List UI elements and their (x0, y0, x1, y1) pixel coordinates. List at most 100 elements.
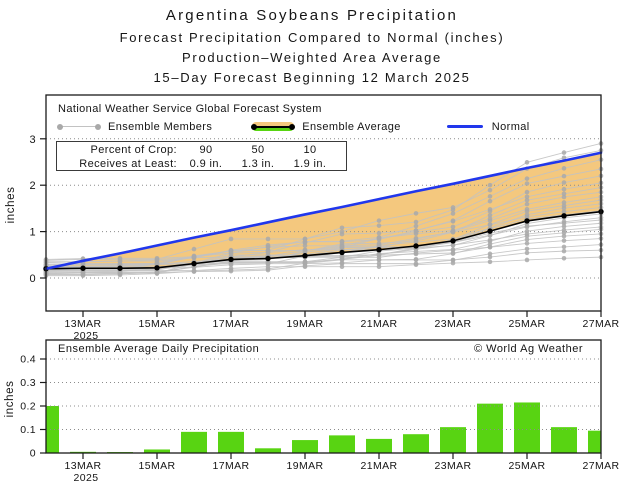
daily-bar (255, 448, 281, 453)
ensemble-member-dot (524, 194, 530, 200)
ensemble-member-dot (487, 194, 493, 199)
ensemble-member-dot (339, 254, 345, 260)
x-tick-label: 17MAR (212, 460, 249, 472)
percent-of-crop-row: Percent of Crop: 90 50 10 (57, 143, 346, 156)
ensemble-average-dot (265, 255, 271, 262)
page-title: Argentina Soybeans Precipitation (165, 7, 459, 24)
ensemble-member-dot (487, 187, 493, 193)
x-tick-label: 21MAR (360, 460, 397, 472)
ensemble-member-dot (487, 254, 493, 260)
ensemble-member-dot (561, 191, 567, 197)
ensemble-member-line (45, 175, 602, 275)
ensemble-member-dot (487, 238, 493, 244)
subtitle-comparison: Forecast Precipitation Compared to Norma… (119, 30, 505, 45)
ensemble-member-dot (413, 249, 419, 254)
ensemble-member-dot (524, 237, 530, 242)
ensemble-member-dot (524, 228, 530, 234)
ensemble-member-dot (413, 211, 419, 216)
normal-line (44, 151, 603, 271)
daily-chart-title: Ensemble Average Daily Precipitation (58, 343, 260, 355)
percent-of-crop-label: Percent of Crop: (90, 143, 177, 156)
ensemble-member-dot (561, 255, 567, 261)
y-tick-label: 1 (29, 227, 36, 239)
ensemble-member-dot (561, 227, 567, 233)
ensemble-member-dot (487, 182, 493, 188)
ensemble-average-dot (561, 213, 567, 219)
ensemble-member-dot (413, 228, 419, 233)
ensemble-member-dot (413, 223, 419, 229)
ensemble-member-dot (339, 245, 345, 251)
ensemble-member-dot (191, 253, 197, 259)
percent-of-crop-table: Percent of Crop: 90 50 10 Receives at Le… (56, 141, 347, 171)
y-tick-label: 0.3 (20, 377, 36, 389)
ensemble-member-dot (450, 211, 456, 216)
ensemble-member-dot (302, 248, 308, 254)
ensemble-average-line (45, 210, 602, 270)
ensemble-member-dot (561, 219, 567, 225)
main-y-axis-label: inches (5, 187, 17, 224)
ensemble-member-dot (487, 259, 493, 265)
y-tick-label: 0 (29, 273, 36, 285)
daily-bar (292, 440, 318, 453)
ensemble-member-dot (265, 261, 271, 267)
daily-bar (329, 435, 355, 453)
ensemble-member-dot (265, 248, 271, 253)
ensemble-member-dot (265, 266, 271, 272)
legend-label-ensemble-members: Ensemble Members (108, 120, 213, 133)
x-tick-label: 13MAR (64, 460, 101, 472)
ensemble-member-dot (450, 251, 456, 256)
ensemble-member-dot (228, 262, 234, 268)
ensemble-average-dot (524, 218, 530, 224)
y-tick-label: 0.2 (20, 401, 36, 413)
ensemble-member-dot (561, 194, 567, 200)
legend-label-ensemble-average: Ensemble Average (302, 120, 401, 133)
y-tick-label: 0.4 (20, 354, 36, 366)
ensemble-member-line (45, 256, 602, 272)
ensemble-member-dot (339, 229, 345, 234)
ensemble-average-dot (413, 243, 419, 249)
ensemble-member-dot (413, 256, 419, 262)
ensemble-member-dot (524, 160, 530, 165)
x-tick-label: 25MAR (508, 460, 545, 472)
ensemble-member-dot (376, 257, 382, 263)
ensemble-member-dot (450, 218, 456, 223)
ensemble-member-line (45, 187, 602, 273)
ensemble-member-line (45, 228, 602, 277)
ensemble-member-dot (524, 181, 530, 186)
ensemble-member-dot (154, 256, 160, 262)
ensemble-member-dot (561, 150, 567, 155)
ensemble-member-dot (487, 233, 493, 238)
x-tick-label: 19MAR (286, 318, 323, 330)
daily-bar (366, 438, 392, 453)
x-year-label: 2025 (74, 330, 99, 342)
ensemble-member-dot (524, 207, 530, 212)
y-tick-label: 0 (30, 448, 36, 460)
ensemble-member-dot (487, 198, 493, 204)
x-tick-label: 13MAR (64, 318, 101, 330)
ensemble-member-dot (154, 270, 160, 276)
ensemble-average-dot (302, 253, 308, 259)
daily-bar (440, 427, 466, 453)
ensemble-member-line (45, 196, 602, 269)
ensemble-member-dot (561, 224, 567, 229)
ensemble-member-dot (450, 243, 456, 248)
ensemble-member-dot (487, 222, 493, 227)
ensemble-member-dot (561, 238, 567, 243)
daily-bar (218, 431, 244, 453)
ensemble-member-dot (561, 233, 567, 239)
x-tick-label: 23MAR (434, 318, 471, 330)
ensemble-member-dot (228, 236, 234, 242)
ensemble-member-dot (191, 246, 197, 252)
daily-bar (514, 402, 540, 453)
daily-chart-frame (45, 339, 602, 454)
daily-bar (403, 434, 429, 453)
ensemble-member-dot (413, 219, 419, 225)
ensemble-member-dot (117, 256, 123, 262)
x-tick-label: 25MAR (508, 318, 545, 330)
y-tick-label: 3 (29, 134, 36, 146)
ensemble-average-dot (191, 260, 197, 267)
x-tick-label: 15MAR (138, 460, 175, 472)
